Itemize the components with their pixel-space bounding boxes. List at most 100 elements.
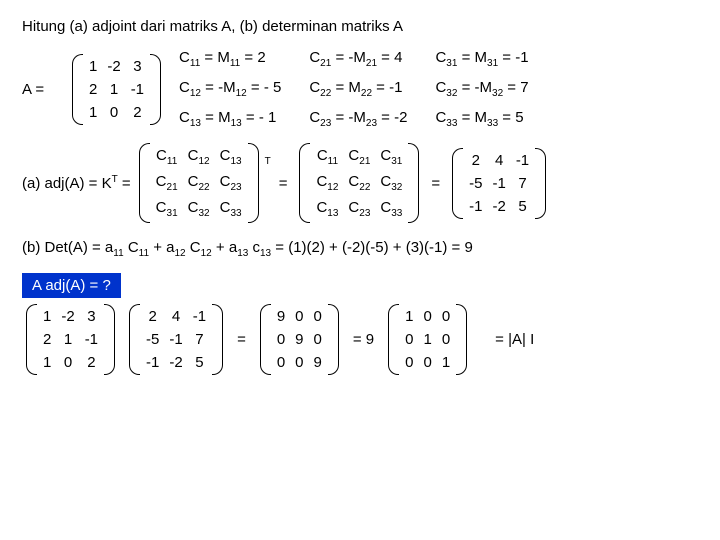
matrix-adjA: 24 -1 -5 -1 7 -1 -2 5 bbox=[452, 148, 546, 219]
cell: -1 bbox=[193, 308, 206, 325]
cell: 3 bbox=[85, 308, 98, 325]
cell: -1 bbox=[469, 198, 482, 215]
cell: C33 bbox=[380, 199, 402, 219]
cell: C21 bbox=[348, 147, 370, 167]
cell: C13 bbox=[220, 147, 242, 167]
cell: 2 bbox=[146, 308, 159, 325]
cell: -1 bbox=[146, 354, 159, 371]
cell: 7 bbox=[516, 175, 529, 192]
cell: C12 bbox=[188, 147, 210, 167]
cell: 5 bbox=[516, 198, 529, 215]
matrix-Ktrans: C11C21C31C12C22C32C13C23C33 bbox=[299, 143, 419, 223]
cell: C22 bbox=[188, 173, 210, 193]
cell: 0 bbox=[61, 354, 74, 371]
cell: -1 bbox=[85, 331, 98, 348]
cell: 2 bbox=[89, 81, 97, 98]
cell: C11 bbox=[316, 147, 338, 167]
cell: 1 bbox=[442, 354, 450, 371]
matrix-9I: 900090009 bbox=[260, 304, 339, 375]
cell: 4 bbox=[492, 152, 505, 169]
cell: -1 bbox=[169, 331, 182, 348]
cell: 2 bbox=[131, 104, 144, 121]
cell: C33 bbox=[220, 199, 242, 219]
cell: -2 bbox=[107, 58, 120, 75]
cofactor-22: C22 = M22 = -1 bbox=[309, 79, 407, 99]
cell: 0 bbox=[314, 308, 322, 325]
cell: 1 bbox=[423, 331, 431, 348]
cell: 0 bbox=[277, 354, 285, 371]
cell: 0 bbox=[442, 331, 450, 348]
matrix-A: 1-2321-1102 bbox=[72, 54, 161, 125]
cell: 0 bbox=[423, 308, 431, 325]
cell: C11 bbox=[156, 147, 178, 167]
cell: 0 bbox=[314, 331, 322, 348]
adj-label: (a) adj(A) = KT = bbox=[22, 174, 131, 192]
cell: 1 bbox=[405, 308, 413, 325]
cell: 9 bbox=[314, 354, 322, 371]
cell: 1 bbox=[107, 81, 120, 98]
cell: C31 bbox=[380, 147, 402, 167]
cofactor-12: C12 = -M12 = - 5 bbox=[179, 79, 281, 99]
adjoint-line: (a) adj(A) = KT = C11 C12 C13 C21 C22 C23 C31 C… bbox=[22, 143, 698, 223]
cofactor-32: C32 = -M32 = 7 bbox=[435, 79, 528, 99]
eq-1: = bbox=[279, 175, 288, 192]
cell: C32 bbox=[188, 199, 210, 219]
determinant-line: (b) Det(A) = a11 C11 + a12 C12 + a13 c13… bbox=[22, 239, 698, 259]
nine-label: = 9 bbox=[353, 331, 374, 348]
cell: 9 bbox=[277, 308, 285, 325]
cell: 5 bbox=[193, 354, 206, 371]
matrix-I: 100010001 bbox=[388, 304, 467, 375]
cell: C31 bbox=[156, 199, 178, 219]
cell: 0 bbox=[107, 104, 120, 121]
page-title: Hitung (a) adjoint dari matriks A, (b) d… bbox=[22, 18, 698, 35]
cell: 9 bbox=[295, 331, 303, 348]
cell: 1 bbox=[61, 331, 74, 348]
cofactor-table: C11 = M11 = 2 C21 = -M21 = 4 C31 = M31 = -… bbox=[179, 49, 529, 129]
cell: C32 bbox=[380, 173, 402, 193]
final-eq: = |A| I bbox=[495, 331, 534, 348]
cofactor-31: C31 = M31 = -1 bbox=[435, 49, 528, 69]
cell: 1 bbox=[43, 354, 51, 371]
cell: -5 bbox=[146, 331, 159, 348]
cofactor-11: C11 = M11 = 2 bbox=[179, 49, 281, 69]
cell: 3 bbox=[131, 58, 144, 75]
matrix-A-copy: 1-2321-1102 bbox=[26, 304, 115, 375]
cell: 0 bbox=[442, 308, 450, 325]
matrix-K: C11C12C13C21C22C23C31C32C33 bbox=[139, 143, 259, 223]
blue-question-box: A adj(A) = ? bbox=[22, 273, 121, 298]
cell: 0 bbox=[295, 308, 303, 325]
cell: 0 bbox=[405, 354, 413, 371]
cell: 0 bbox=[423, 354, 431, 371]
cell: C12 bbox=[316, 173, 338, 193]
cell: -1 bbox=[131, 81, 144, 98]
cell: -2 bbox=[492, 198, 505, 215]
cell: 1 bbox=[89, 58, 97, 75]
cell: -5 bbox=[469, 175, 482, 192]
cell: -1 bbox=[492, 175, 505, 192]
cell: -2 bbox=[169, 354, 182, 371]
cell: C23 bbox=[220, 173, 242, 193]
cell: 2 bbox=[85, 354, 98, 371]
cell: 2 bbox=[469, 152, 482, 169]
cell: -1 bbox=[516, 152, 529, 169]
cofactor-13: C13 = M13 = - 1 bbox=[179, 109, 281, 129]
cell: 2 bbox=[43, 331, 51, 348]
cell: 7 bbox=[193, 331, 206, 348]
A-label: A = bbox=[22, 81, 68, 98]
cofactor-21: C21 = -M21 = 4 bbox=[309, 49, 407, 69]
eq-3: = bbox=[237, 331, 246, 348]
cofactor-23: C23 = -M23 = -2 bbox=[309, 109, 407, 129]
cell: 1 bbox=[89, 104, 97, 121]
matrix-A-row: A = 1-2321-1102 C11 = M11 = 2C21 = -M21 … bbox=[22, 49, 698, 129]
cell: C23 bbox=[348, 199, 370, 219]
cell: 0 bbox=[295, 354, 303, 371]
transpose-T: T bbox=[265, 156, 271, 167]
matrix-adjA-copy: 24-1-5-17-1-25 bbox=[129, 304, 223, 375]
cell: 0 bbox=[277, 331, 285, 348]
cell: C13 bbox=[316, 199, 338, 219]
eq-2: = bbox=[431, 175, 440, 192]
cell: 0 bbox=[405, 331, 413, 348]
verification-row: 1-2321-1102 24-1-5-17-1-25 = 900090009 =… bbox=[22, 304, 698, 375]
cell: 1 bbox=[43, 308, 51, 325]
cell: -2 bbox=[61, 308, 74, 325]
